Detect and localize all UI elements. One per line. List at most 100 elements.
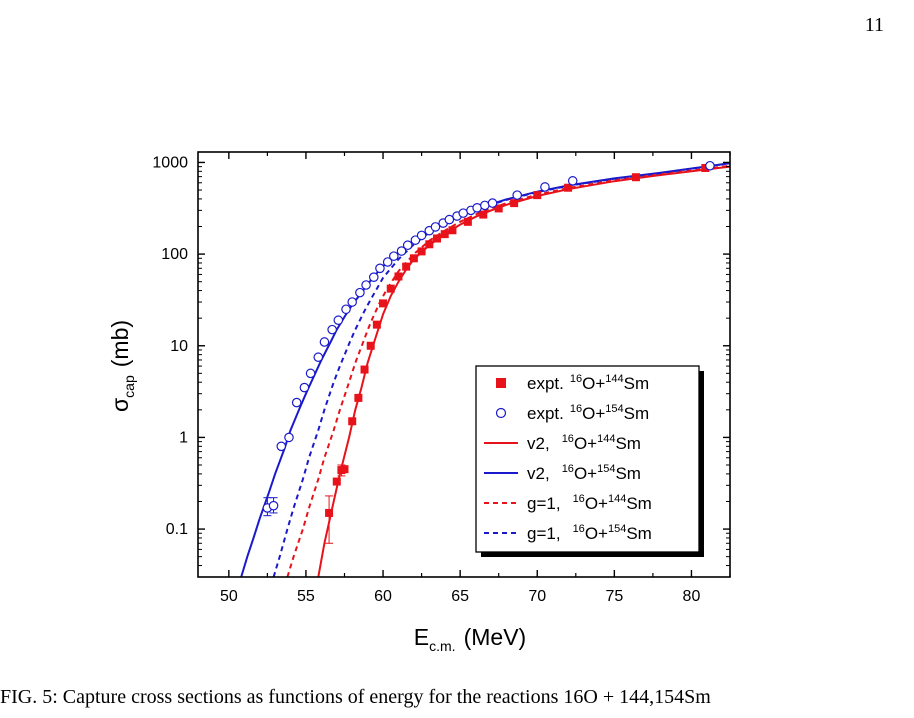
- data-point-circle: [567, 176, 578, 186]
- legend-item-3: v2, 16O+154Sm: [484, 463, 641, 483]
- legend-target: Sm: [615, 464, 641, 483]
- data-point-circle: [540, 182, 550, 192]
- x-tick-label: 75: [605, 588, 623, 605]
- legend-mass-target: 154: [608, 523, 626, 535]
- legend-mass-projectile: 16: [573, 493, 585, 505]
- legend-prefix: g=1,: [527, 494, 561, 513]
- x-tick-label: 70: [528, 588, 546, 605]
- data-point-circle: [268, 500, 279, 511]
- legend-item-5: g=1, 16O+154Sm: [484, 523, 652, 543]
- data-point-circle: [319, 337, 330, 347]
- data-point-circle: [705, 160, 715, 171]
- data-point-square: [433, 234, 442, 243]
- legend-item-1: expt. 16O+154Sm: [495, 403, 649, 423]
- x-axis-label-sub: c.m.: [429, 638, 455, 654]
- legend-label: expt. 16O+154Sm: [527, 403, 649, 423]
- data-point-square: [354, 393, 363, 402]
- legend-mass-target: 154: [605, 403, 623, 415]
- data-point-square: [366, 341, 375, 350]
- legend-box: [475, 365, 700, 553]
- x-axis-label-main: E: [414, 624, 429, 650]
- legend-prefix: expt.: [527, 404, 564, 423]
- legend-target: Sm: [626, 494, 652, 513]
- data-point-square: [510, 199, 519, 208]
- x-tick-label: 65: [451, 588, 469, 605]
- legend-prefix: expt.: [527, 374, 564, 393]
- y-axis-label-unit: (mb): [107, 320, 133, 367]
- legend-marker-square: [496, 378, 506, 388]
- data-point-square: [379, 299, 388, 308]
- y-tick-label: 1: [179, 429, 188, 446]
- data-point-square: [372, 320, 381, 329]
- y-tick-label: 10: [170, 338, 188, 355]
- data-point-circle: [327, 324, 337, 335]
- legend-item-4: g=1, 16O+144Sm: [484, 493, 652, 513]
- figure-caption: FIG. 5: Capture cross sections as functi…: [0, 686, 711, 708]
- data-point-circle: [333, 315, 344, 326]
- data-point-square: [402, 262, 411, 271]
- data-point-circle: [299, 382, 310, 393]
- legend-mass-projectile: 16: [570, 373, 582, 385]
- data-point-square: [425, 240, 434, 249]
- data-point-circle: [430, 222, 441, 232]
- data-point-square: [440, 230, 449, 239]
- data-point-square: [448, 226, 457, 235]
- curve-series-4: [286, 164, 730, 577]
- data-point-circle: [410, 235, 421, 245]
- plot-frame: [197, 151, 731, 578]
- data-point-circle: [355, 287, 365, 298]
- data-point-square: [494, 204, 503, 213]
- legend-mass-target: 154: [597, 463, 615, 475]
- data-point-square: [631, 173, 640, 182]
- data-point-circle: [291, 397, 302, 408]
- legend-target: Sm: [624, 404, 650, 423]
- data-point-square: [332, 477, 341, 486]
- legend-target: Sm: [624, 374, 650, 393]
- data-point-square: [701, 163, 710, 172]
- data-point-square: [463, 217, 472, 226]
- data-point-square: [533, 191, 542, 200]
- legend-label: g=1, 16O+144Sm: [527, 493, 652, 513]
- data-point-square: [409, 254, 418, 263]
- legend-projectile: O+: [585, 524, 608, 543]
- y-tick-label: 100: [161, 246, 188, 263]
- data-point-circle: [402, 240, 413, 251]
- x-axis-label: Ec.m. (MeV): [414, 624, 526, 654]
- data-point-square: [564, 183, 573, 192]
- legend-projectile: O+: [582, 404, 605, 423]
- x-tick-label: 60: [374, 588, 392, 605]
- data-point-circle: [375, 263, 385, 274]
- legend-label: v2, 16O+144Sm: [527, 433, 641, 453]
- data-point-circle: [480, 200, 490, 211]
- page-number: 11: [864, 14, 884, 36]
- data-point-square: [394, 272, 403, 281]
- data-point-square: [386, 284, 395, 293]
- capture-cross-section-chart: 50 55 60 65 70 75 80 0.1 1 10 100 1000 Ec.m. (MeV) σ…: [107, 151, 731, 654]
- legend-projectile: O+: [582, 374, 605, 393]
- y-axis-label-sub: cap: [121, 375, 137, 398]
- data-point-circle: [444, 214, 455, 225]
- legend-projectile: O+: [585, 494, 608, 513]
- legend-marker-circle: [495, 407, 507, 419]
- legend-item-2: v2, 16O+144Sm: [484, 433, 641, 453]
- x-tick-label: 50: [220, 588, 238, 605]
- data-point-circle: [396, 246, 407, 256]
- y-tick-label: 0.1: [166, 521, 188, 538]
- legend-mass-target: 144: [605, 373, 623, 385]
- x-axis-label-unit: (MeV): [464, 624, 527, 650]
- data-point-square: [340, 465, 349, 474]
- legend-target: Sm: [626, 524, 652, 543]
- legend-label: expt. 16O+144Sm: [527, 373, 649, 393]
- legend-item-0: expt. 16O+144Sm: [496, 373, 649, 393]
- data-point-circle: [341, 304, 351, 315]
- x-tick-label: 80: [683, 588, 701, 605]
- data-point-square: [325, 508, 334, 517]
- legend-projectile: O+: [574, 464, 597, 483]
- x-tick-label: 55: [297, 588, 315, 605]
- legend-mass-projectile: 16: [573, 523, 585, 535]
- legend-mass-target: 144: [597, 433, 615, 445]
- y-axis-label-main: σ: [107, 398, 133, 412]
- legend-mass-projectile: 16: [570, 403, 582, 415]
- legend-mass-projectile: 16: [562, 433, 574, 445]
